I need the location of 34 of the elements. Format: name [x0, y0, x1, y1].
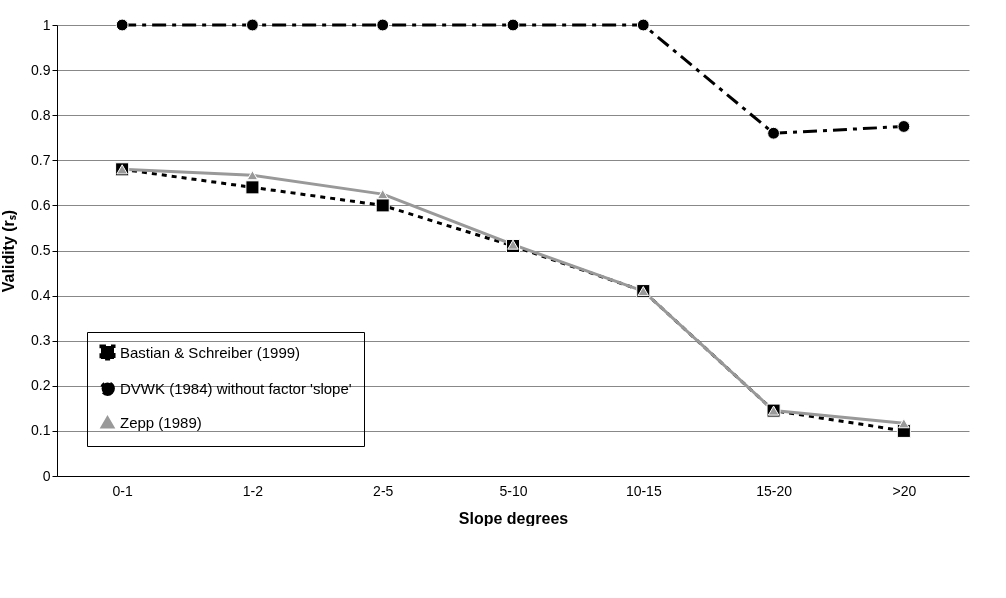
y-tick-label: 0.7: [31, 151, 51, 168]
y-tick-label: 1: [42, 16, 51, 33]
point: [375, 198, 390, 213]
x-tick-label: 0-1: [112, 482, 133, 499]
y-tick-label: 0.4: [31, 287, 51, 304]
legend-label: DVWK (1984) without factor 'slope': [120, 379, 352, 397]
point: [245, 180, 260, 195]
y-tick-label: 0.8: [31, 106, 51, 123]
point: [376, 18, 390, 32]
legend-label: Zepp (1989): [120, 413, 202, 431]
x-tick-label: 1-2: [242, 482, 264, 499]
y-tick-label: 0.5: [31, 242, 51, 258]
y-tick-label: 0.2: [31, 377, 51, 394]
y-tick-label: 0.6: [31, 196, 51, 213]
point: [898, 418, 910, 429]
legend-label: Bastian & Schreiber (1999): [120, 343, 301, 361]
y-tick-label: 0.3: [31, 332, 51, 349]
y-axis-title: Validity (rₛ): [0, 209, 18, 293]
y-tick-label: 0.1: [31, 422, 51, 439]
y-tick-label: 0: [42, 467, 51, 484]
x-tick-label: 15-20: [756, 482, 793, 499]
point: [897, 120, 911, 133]
x-tick-label: >20: [892, 482, 917, 499]
x-tick-label: 5-10: [499, 482, 528, 499]
point: [376, 189, 389, 200]
point: [246, 18, 259, 32]
y-tick-label: 0.9: [31, 61, 51, 78]
x-tick-label: 2-5: [373, 482, 394, 499]
x-tick-label: 10-15: [625, 482, 662, 499]
x-axis-title: Slope degrees: [458, 509, 569, 527]
point: [767, 126, 780, 140]
point: [115, 18, 129, 32]
point: [636, 18, 650, 32]
point: [506, 18, 520, 32]
